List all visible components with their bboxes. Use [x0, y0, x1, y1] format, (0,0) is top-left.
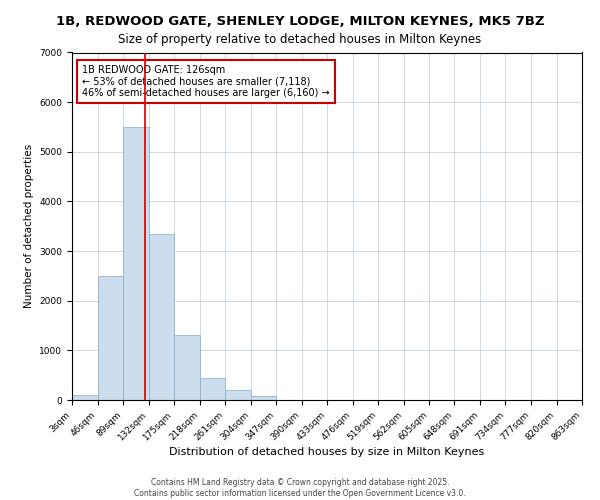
Bar — [199, 378, 225, 400]
Bar — [97, 276, 123, 400]
Bar — [72, 395, 97, 400]
Bar — [123, 127, 149, 400]
Y-axis label: Number of detached properties: Number of detached properties — [24, 144, 34, 308]
Bar — [174, 336, 199, 400]
Bar — [149, 234, 174, 400]
Text: Size of property relative to detached houses in Milton Keynes: Size of property relative to detached ho… — [118, 32, 482, 46]
Text: Contains HM Land Registry data © Crown copyright and database right 2025.
Contai: Contains HM Land Registry data © Crown c… — [134, 478, 466, 498]
Text: 1B REDWOOD GATE: 126sqm
← 53% of detached houses are smaller (7,118)
46% of semi: 1B REDWOOD GATE: 126sqm ← 53% of detache… — [82, 64, 330, 98]
Bar — [251, 396, 276, 400]
X-axis label: Distribution of detached houses by size in Milton Keynes: Distribution of detached houses by size … — [169, 448, 485, 458]
Text: 1B, REDWOOD GATE, SHENLEY LODGE, MILTON KEYNES, MK5 7BZ: 1B, REDWOOD GATE, SHENLEY LODGE, MILTON … — [56, 15, 544, 28]
Bar — [225, 390, 251, 400]
